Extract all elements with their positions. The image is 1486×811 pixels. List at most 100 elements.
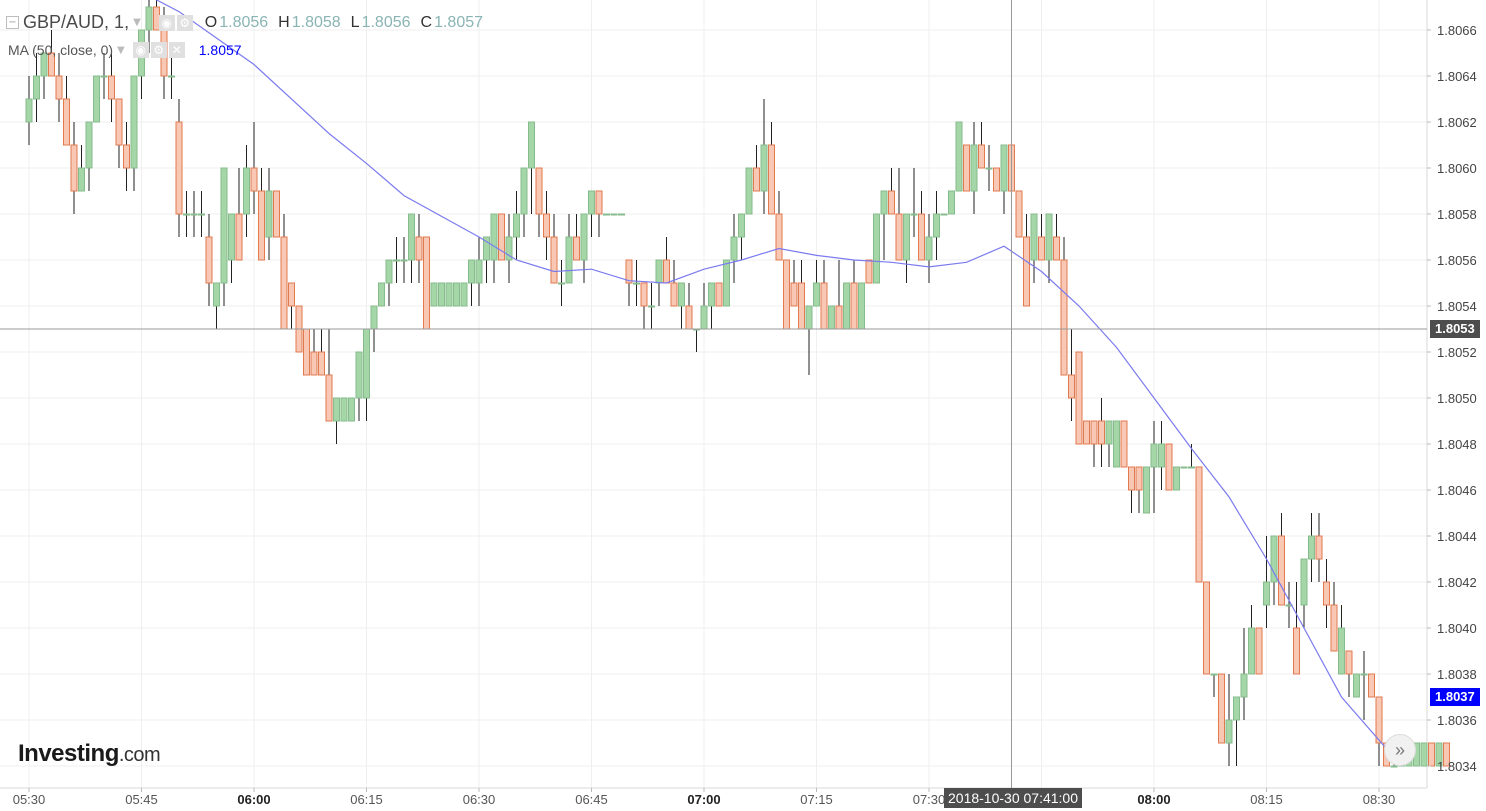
candle-up — [843, 282, 850, 330]
candle-up — [925, 236, 933, 261]
y-tick-label: 1.8048 — [1437, 437, 1477, 452]
candle-up — [678, 282, 685, 307]
chevron-down-icon[interactable]: ▼ — [133, 17, 141, 28]
candle-up — [588, 190, 595, 215]
candle-down — [1315, 535, 1323, 560]
candle-down — [1218, 673, 1225, 744]
candle-down — [865, 259, 873, 284]
candle-up — [1390, 765, 1398, 768]
candle-down — [1255, 627, 1263, 675]
candle-up — [33, 75, 40, 100]
candle-up — [400, 259, 408, 262]
x-tick-label: 08:30 — [1363, 792, 1396, 807]
candle-up — [738, 213, 745, 238]
candle-down — [325, 374, 333, 422]
x-tick-label: 06:45 — [575, 792, 608, 807]
candle-up — [93, 75, 100, 123]
candle-up — [558, 282, 565, 285]
candle-down — [1068, 374, 1075, 399]
crosshair-time-label: 2018-10-30 07:41:00 — [944, 788, 1082, 808]
candle-down — [1195, 466, 1203, 583]
candle-up — [610, 213, 618, 216]
candle-up — [633, 282, 640, 285]
candle-down — [1375, 696, 1383, 744]
candle-up — [1435, 742, 1443, 767]
candle-down — [595, 190, 603, 215]
candle-down — [685, 305, 693, 330]
candle-down — [48, 52, 55, 77]
candle-up — [970, 144, 978, 192]
candle-down — [1428, 742, 1435, 767]
open-value: 1.8056 — [219, 13, 269, 31]
candle-down — [1203, 581, 1210, 675]
candle-up — [1263, 581, 1270, 606]
candle-down — [1345, 650, 1353, 675]
candle-down — [1023, 236, 1030, 307]
eye-icon[interactable]: ◉ — [158, 14, 175, 31]
close-icon[interactable]: ✕ — [168, 42, 185, 58]
candle-up — [460, 282, 468, 307]
collapse-icon[interactable]: − — [6, 16, 19, 29]
candle-down — [1083, 420, 1090, 445]
high-value: 1.8058 — [291, 13, 341, 31]
candle-down — [318, 351, 325, 376]
candle-up — [453, 282, 460, 307]
y-tick-label: 1.8044 — [1437, 529, 1477, 544]
candle-down — [1443, 742, 1450, 767]
candle-down — [1060, 259, 1068, 376]
candle-up — [723, 259, 730, 307]
candle-up — [363, 328, 370, 399]
candle-down — [108, 75, 115, 100]
candle-down — [918, 213, 925, 261]
candle-up — [745, 167, 753, 215]
candle-up — [933, 213, 940, 238]
candle-down — [55, 75, 63, 100]
double-chevron-right-icon[interactable]: » — [1384, 734, 1416, 766]
candle-down — [1278, 535, 1285, 606]
interval: 1 — [114, 12, 125, 32]
candle-up — [220, 167, 228, 284]
y-tick-label: 1.8042 — [1437, 575, 1477, 590]
last-price-label: 1.8037 — [1430, 688, 1480, 706]
candle-up — [475, 259, 483, 284]
time-axis: 05:30 05:45 06:00 06:15 06:30 06:45 07:00 07:15… — [13, 788, 1396, 807]
candle-up — [370, 305, 378, 330]
candle-up — [228, 213, 235, 261]
candle-up — [565, 236, 573, 284]
chevron-down-icon[interactable]: ▼ — [117, 44, 125, 56]
investing-logo: Investing.com — [18, 740, 161, 768]
candle-up — [145, 6, 153, 31]
candle-up — [100, 75, 108, 78]
high-label: H — [278, 13, 290, 31]
candle-down — [250, 167, 258, 192]
candle-down — [235, 213, 243, 261]
candle-up — [1188, 466, 1195, 469]
candle-up — [1233, 696, 1240, 721]
candle-up — [183, 213, 190, 216]
candle-down — [1098, 420, 1105, 445]
candle-up — [348, 397, 355, 422]
x-tick-label: 05:30 — [13, 792, 46, 807]
x-tick-label: 07:00 — [687, 792, 720, 807]
candle-up — [1420, 742, 1428, 767]
candle-down — [820, 282, 828, 330]
candle-up — [520, 167, 528, 215]
candle-up — [813, 282, 820, 307]
candle-down — [963, 144, 970, 192]
candle-down — [415, 236, 423, 261]
candle-up — [618, 213, 625, 216]
candle-up — [1173, 466, 1180, 491]
symbol-legend: − GBP/AUD, 1, ▼ ◉ ⚙ O 1.8056 H 1.8058 L 1.8… — [6, 12, 483, 33]
candle-down — [1015, 190, 1023, 238]
eye-icon[interactable]: ◉ — [132, 42, 149, 58]
candle-down — [1128, 466, 1135, 491]
candle-down — [835, 305, 843, 330]
candle-down — [303, 328, 310, 376]
candle-up — [408, 213, 415, 261]
candle-down — [768, 144, 775, 215]
gear-icon[interactable]: ⚙ — [150, 42, 167, 58]
gear-icon[interactable]: ⚙ — [176, 14, 193, 31]
candle-up — [948, 190, 955, 215]
candle-up — [805, 305, 813, 330]
